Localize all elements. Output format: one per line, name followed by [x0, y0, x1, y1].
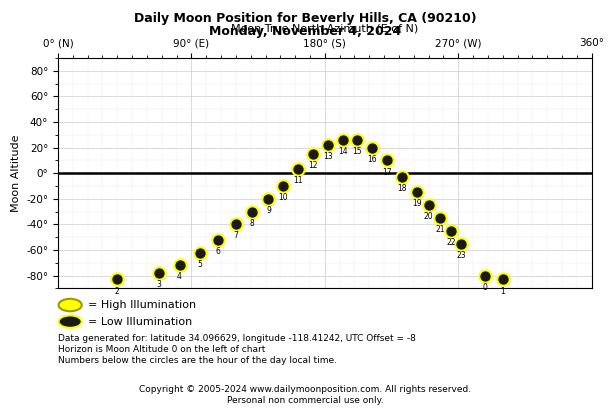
Text: 21: 21	[436, 225, 445, 234]
Point	[446, 227, 456, 234]
Point	[424, 202, 434, 209]
Point	[293, 166, 303, 173]
Point	[456, 240, 466, 247]
Point	[480, 272, 490, 279]
Point	[308, 151, 318, 157]
Point	[338, 137, 348, 143]
Text: Monday, November 4, 2024: Monday, November 4, 2024	[209, 25, 401, 38]
Text: 6: 6	[216, 247, 220, 256]
Point	[247, 208, 257, 215]
Point	[231, 221, 241, 228]
Text: Personal non commercial use only.: Personal non commercial use only.	[227, 396, 383, 405]
Text: 15: 15	[353, 147, 362, 156]
Point	[112, 276, 122, 283]
Text: 20: 20	[424, 212, 434, 221]
Point	[382, 157, 392, 164]
X-axis label: Moon True North Azimuth (E of N): Moon True North Azimuth (E of N)	[231, 23, 418, 34]
Y-axis label: Moon Altitude: Moon Altitude	[10, 134, 21, 212]
Point	[436, 215, 445, 221]
Text: = High Illumination: = High Illumination	[88, 300, 196, 310]
Text: 9: 9	[266, 206, 271, 215]
Text: 19: 19	[412, 200, 422, 208]
Point	[498, 276, 508, 283]
Text: 5: 5	[198, 260, 203, 269]
Text: 3: 3	[156, 280, 161, 289]
Text: Horizon is Moon Altitude 0 on the left of chart: Horizon is Moon Altitude 0 on the left o…	[58, 345, 265, 354]
Text: Copyright © 2005-2024 www.dailymoonposition.com. All rights reserved.: Copyright © 2005-2024 www.dailymoonposit…	[139, 385, 471, 394]
Text: 1: 1	[500, 286, 505, 295]
Text: 8: 8	[250, 219, 254, 228]
Text: 0: 0	[483, 283, 487, 292]
Point	[278, 183, 288, 189]
Point	[323, 142, 332, 149]
Point	[397, 174, 407, 181]
Text: 13: 13	[323, 152, 332, 161]
Text: 22: 22	[446, 238, 456, 247]
Text: 2: 2	[115, 286, 120, 295]
Point	[154, 270, 163, 276]
Text: Daily Moon Position for Beverly Hills, CA (90210): Daily Moon Position for Beverly Hills, C…	[134, 12, 476, 24]
Text: Numbers below the circles are the hour of the day local time.: Numbers below the circles are the hour o…	[58, 356, 337, 366]
Text: = Low Illumination: = Low Illumination	[88, 317, 193, 327]
Text: 17: 17	[382, 168, 392, 176]
Text: 11: 11	[293, 176, 303, 186]
Text: 18: 18	[397, 184, 407, 193]
Text: 16: 16	[367, 155, 377, 164]
Text: 23: 23	[456, 251, 466, 260]
Point	[195, 249, 205, 256]
Point	[367, 144, 377, 151]
Point	[264, 195, 273, 202]
Text: 4: 4	[177, 272, 182, 281]
Text: Data generated for: latitude 34.096629, longitude -118.41242, UTC Offset = -8: Data generated for: latitude 34.096629, …	[58, 334, 416, 343]
Text: 14: 14	[338, 147, 348, 156]
Point	[174, 262, 184, 269]
Point	[412, 189, 422, 196]
Point	[353, 137, 362, 143]
Text: 7: 7	[234, 232, 239, 240]
Point	[214, 237, 223, 243]
Text: 10: 10	[279, 193, 288, 202]
Text: 12: 12	[308, 161, 318, 170]
